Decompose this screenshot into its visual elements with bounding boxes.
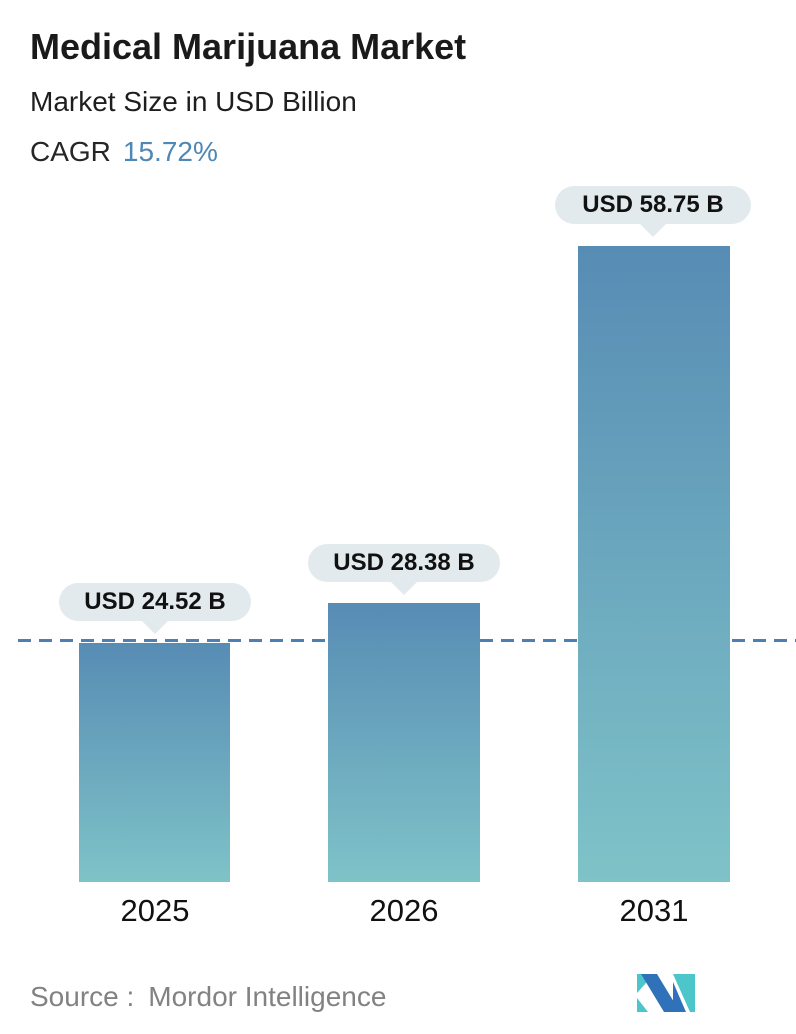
logo-teal-bottom-left-triangle <box>637 998 648 1012</box>
value-label-2026-text: USD 28.38 B <box>333 549 475 576</box>
bar-2031 <box>578 246 730 882</box>
cagr-label: CAGR <box>30 136 111 167</box>
source-name: Mordor Intelligence <box>148 981 387 1012</box>
source-text: Source : Mordor Intelligence <box>30 981 386 1013</box>
value-label-2026: USD 28.38 B <box>308 544 500 582</box>
value-label-2031-text: USD 58.75 B <box>582 191 724 218</box>
x-axis-label-2031: 2031 <box>619 893 689 928</box>
logo-teal-right-band <box>673 974 695 1012</box>
x-axis-label-2025: 2025 <box>120 893 190 928</box>
x-axis-label-2026: 2026 <box>369 893 439 928</box>
chart-subtitle: Market Size in USD Billion <box>30 86 357 117</box>
value-label-2031: USD 58.75 B <box>555 186 751 224</box>
value-label-2025-text: USD 24.52 B <box>84 588 226 615</box>
value-label-2025: USD 24.52 B <box>59 583 251 621</box>
mordor-intelligence-logo <box>637 974 695 1012</box>
logo-blue-diagonal-band <box>641 974 680 1012</box>
cagr-value: 15.72% <box>122 136 218 167</box>
chart-title: Medical Marijuana Market <box>30 26 467 67</box>
bar-2026 <box>328 603 480 882</box>
source-label: Source : <box>30 981 135 1012</box>
cagr-row: CAGR 15.72% <box>30 136 218 168</box>
logo-blue-inner-triangle <box>673 982 686 1012</box>
bar-2025 <box>79 643 230 882</box>
